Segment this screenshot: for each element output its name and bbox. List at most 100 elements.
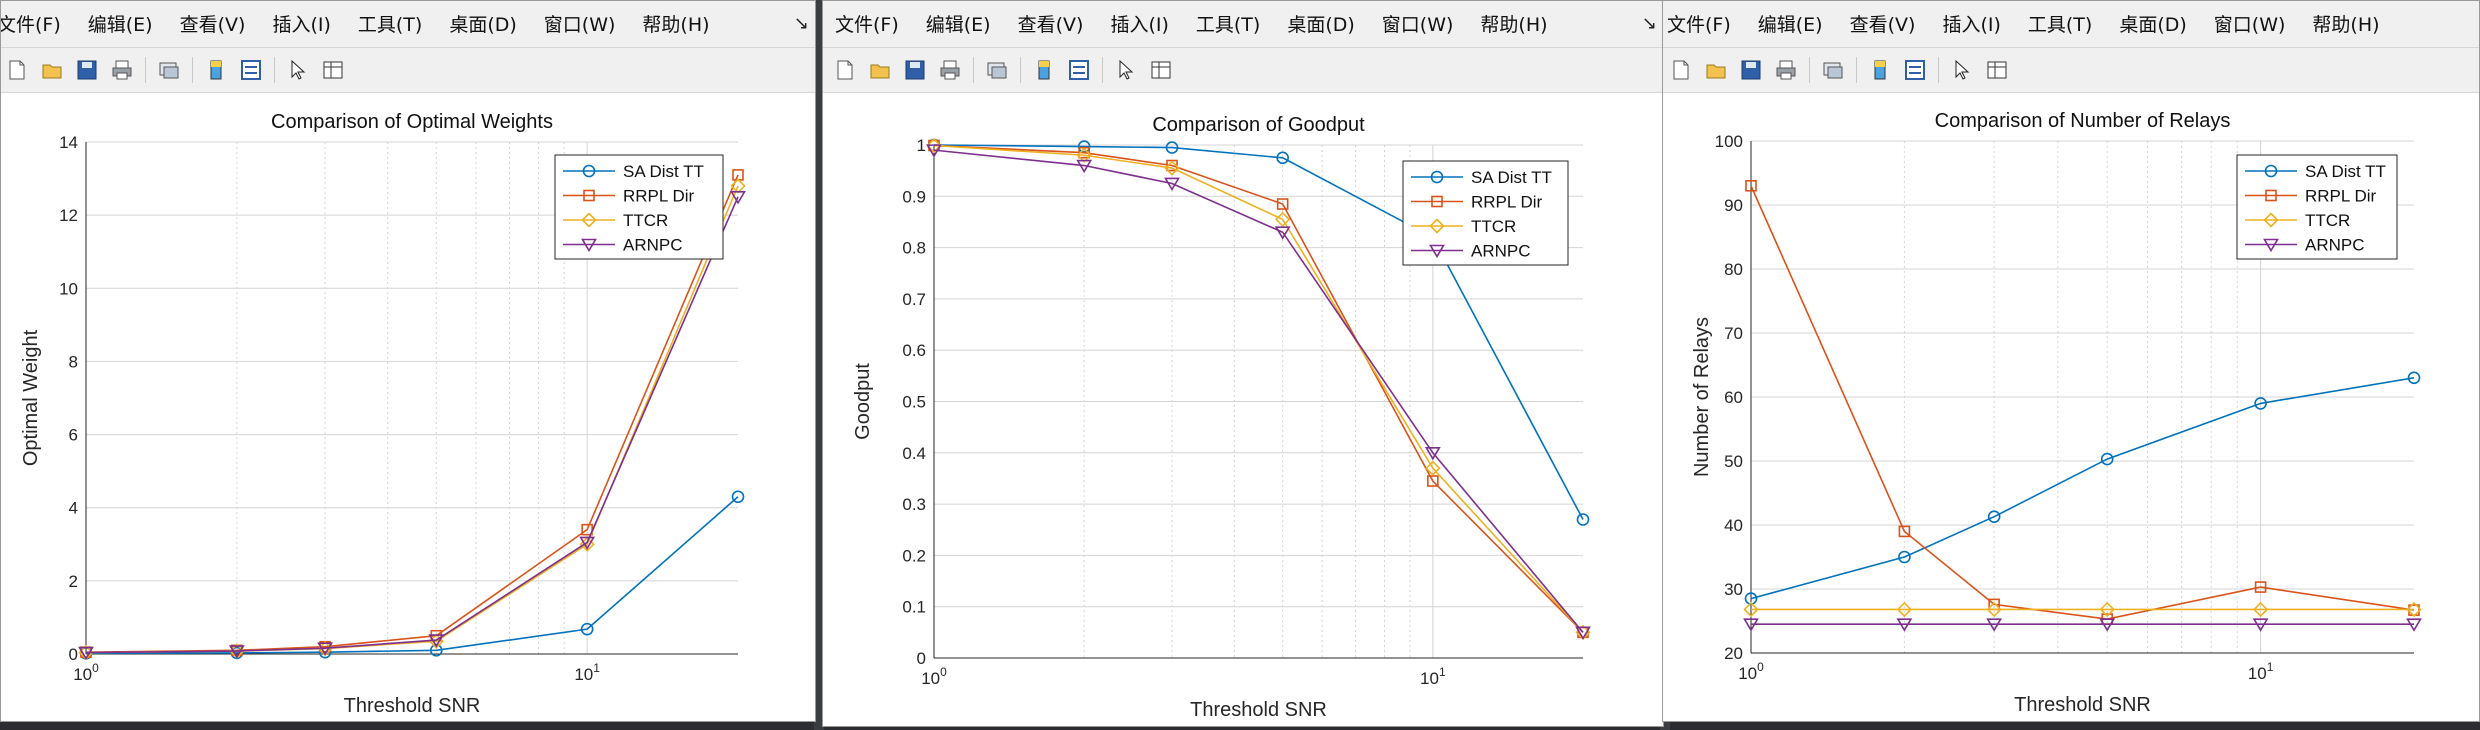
menu-file[interactable]: 文件(F): [1667, 13, 1731, 36]
menu-dock-arrow-icon[interactable]: ↘: [793, 13, 809, 34]
series-line: [1750, 185, 2415, 620]
data-point: [1276, 151, 1289, 165]
property-editor-icon[interactable]: [1985, 58, 2009, 82]
pointer-icon[interactable]: [1950, 58, 1974, 82]
open-folder-icon[interactable]: [868, 58, 892, 82]
data-point: [228, 645, 245, 659]
menu-edit[interactable]: 编辑(E): [925, 13, 991, 36]
legend-icon[interactable]: [239, 58, 263, 82]
figure-window-relays[interactable]: 文件(F) 编辑(E) 查看(V) 插入(I) 工具(T) 桌面(D) 窗口(W…: [1662, 0, 2480, 722]
menu-desktop[interactable]: 桌面(D): [2119, 13, 2187, 36]
data-point: [731, 490, 745, 504]
series-line: [933, 144, 1584, 633]
colorbar-icon[interactable]: [204, 58, 228, 82]
legend-marker: [2265, 189, 2277, 202]
figure-window-goodput[interactable]: 文件(F) 编辑(E) 查看(V) 插入(I) 工具(T) 桌面(D) 窗口(W…: [822, 0, 1664, 727]
menu-window[interactable]: 窗口(W): [2213, 13, 2286, 36]
legend-icon[interactable]: [1903, 58, 1927, 82]
legend-marker: [1429, 244, 1445, 259]
menu-bar: 文件(F) 编辑(E) 查看(V) 插入(I) 工具(T) 桌面(D) 窗口(W…: [1663, 1, 2479, 45]
menu-help[interactable]: 帮助(H): [642, 13, 710, 36]
legend-marker: [582, 164, 596, 178]
save-icon[interactable]: [903, 58, 927, 82]
data-point: [1743, 601, 1759, 618]
menu-desktop[interactable]: 桌面(D): [449, 13, 517, 36]
legend-label: SA Dist TT: [1471, 168, 1552, 187]
menu-insert[interactable]: 插入(I): [1942, 13, 2001, 36]
y-tick-label: 0.1: [902, 598, 926, 617]
menu-desktop[interactable]: 桌面(D): [1287, 13, 1355, 36]
print-icon[interactable]: [938, 58, 962, 82]
menu-dock-arrow-icon[interactable]: ↘: [1641, 13, 1657, 34]
series-line: [933, 144, 1584, 633]
property-editor-icon[interactable]: [1149, 58, 1173, 82]
pointer-icon[interactable]: [286, 58, 310, 82]
pointer-icon[interactable]: [1114, 58, 1138, 82]
y-tick-label: 0.5: [902, 393, 926, 412]
menu-edit[interactable]: 编辑(E): [87, 13, 153, 36]
colorbar-icon[interactable]: [1868, 58, 1892, 82]
background-strip: [814, 0, 824, 730]
series-sa-dist-tt: [1744, 371, 2421, 605]
legend-marker: [2263, 212, 2279, 228]
menu-edit[interactable]: 编辑(E): [1757, 13, 1823, 36]
menu-insert[interactable]: 插入(I): [272, 13, 331, 36]
link-plot-icon[interactable]: [1821, 58, 1845, 82]
open-folder-icon[interactable]: [1704, 58, 1728, 82]
legend-box: [2236, 154, 2398, 260]
data-point: [1898, 525, 1911, 538]
new-figure-icon[interactable]: [5, 58, 29, 82]
menu-tools[interactable]: 工具(T): [2027, 13, 2093, 36]
y-tick-label: 0.2: [902, 546, 926, 565]
toolbar: [1663, 47, 2479, 93]
print-icon[interactable]: [1774, 58, 1798, 82]
data-point: [1164, 177, 1180, 192]
menu-file[interactable]: 文件(F): [0, 13, 61, 36]
legend-label: RRPL Dir: [1471, 193, 1542, 212]
legend[interactable]: SA Dist TT RRPL Dir TTCR ARNPC: [1402, 160, 1569, 266]
menu-view[interactable]: 查看(V): [179, 13, 246, 36]
toolbar: [823, 47, 1663, 93]
legend-icon[interactable]: [1067, 58, 1091, 82]
y-tick-label: 30: [1724, 580, 1743, 599]
data-point: [2254, 397, 2267, 410]
menu-insert[interactable]: 插入(I): [1110, 13, 1169, 36]
figure-window-optimal-weights[interactable]: 文件(F) 编辑(E) 查看(V) 插入(I) 工具(T) 桌面(D) 窗口(W…: [0, 0, 816, 722]
data-point: [428, 634, 445, 648]
data-point: [1986, 601, 2002, 618]
menu-tools[interactable]: 工具(T): [1195, 13, 1261, 36]
chart-title: Comparison of Number of Relays: [1935, 110, 2231, 132]
menu-help[interactable]: 帮助(H): [2312, 13, 2380, 36]
save-icon[interactable]: [75, 58, 99, 82]
menu-view[interactable]: 查看(V): [1017, 13, 1084, 36]
chart-goodput: 0 0.1 0.2 0.3 0.4 0.5 0.6 0.7 0.8 0.9 1 100 101 Compa…: [852, 114, 1591, 721]
toolbar-separator: [1856, 57, 1857, 83]
link-plot-icon[interactable]: [985, 58, 1009, 82]
menu-view[interactable]: 查看(V): [1849, 13, 1916, 36]
open-folder-icon[interactable]: [40, 58, 64, 82]
new-figure-icon[interactable]: [1669, 58, 1693, 82]
series-ttcr: [1743, 601, 2422, 618]
legend[interactable]: SA Dist TT RRPL Dir TTCR ARNPC: [2236, 154, 2398, 260]
print-icon[interactable]: [110, 58, 134, 82]
menu-window[interactable]: 窗口(W): [1381, 13, 1454, 36]
y-tick-label: 90: [1724, 196, 1743, 215]
data-point: [1424, 446, 1441, 461]
property-editor-icon[interactable]: [321, 58, 345, 82]
menu-file[interactable]: 文件(F): [835, 13, 899, 36]
menu-help[interactable]: 帮助(H): [1480, 13, 1548, 36]
y-tick-label: 2: [69, 572, 78, 591]
legend-label: ARNPC: [623, 236, 683, 255]
legend-marker: [2263, 238, 2279, 253]
link-plot-icon[interactable]: [157, 58, 181, 82]
legend[interactable]: SA Dist TT RRPL Dir TTCR ARNPC: [554, 154, 724, 260]
save-icon[interactable]: [1739, 58, 1763, 82]
data-point: [1896, 601, 1913, 618]
data-point: [2252, 601, 2269, 618]
new-figure-icon[interactable]: [833, 58, 857, 82]
menu-tools[interactable]: 工具(T): [357, 13, 423, 36]
data-point: [2252, 618, 2269, 632]
colorbar-icon[interactable]: [1032, 58, 1056, 82]
menu-window[interactable]: 窗口(W): [543, 13, 616, 36]
y-tick-label: 1: [917, 136, 926, 155]
